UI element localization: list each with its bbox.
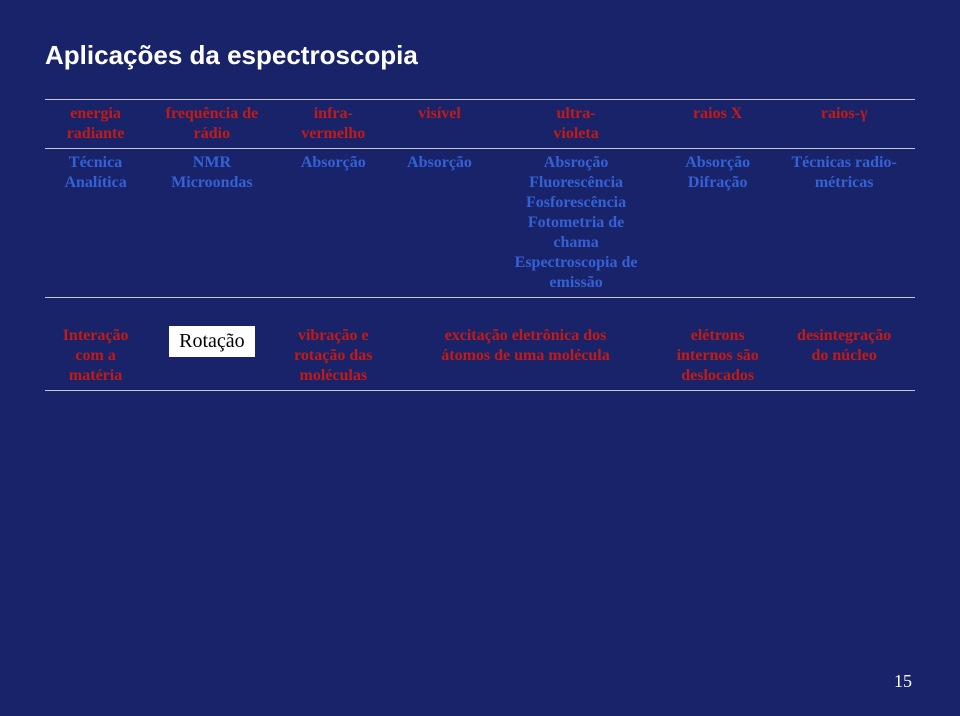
tec-radio-l2: Microondas: [171, 174, 252, 191]
int-vis-uv-l1: excitação eletrônica dos: [445, 327, 607, 344]
tec-visivel: Absorção: [389, 149, 490, 298]
interacao-row: Interação com a matéria Rotação vibração…: [45, 322, 915, 391]
int-vis-uv: excitação eletrônica dos átomos de uma m…: [389, 322, 662, 391]
int-gamma: desintegração do núcleo: [773, 322, 915, 391]
tec-label-l2: Analítica: [64, 174, 126, 191]
int-raiosx: elétrons internos são deslocados: [662, 322, 773, 391]
hdr-infra-l2: vermelho: [301, 125, 365, 142]
hdr-energia: energia radiante: [45, 100, 146, 149]
tec-uv-l5: chama: [553, 234, 598, 251]
hdr-uv-l2: violeta: [553, 125, 598, 142]
int-raiosx-l1: elétrons: [691, 327, 745, 344]
hdr-raiosx: raios X: [662, 100, 773, 149]
tec-infra: Absorção: [278, 149, 389, 298]
hdr-radio: frequência de rádio: [146, 100, 278, 149]
tecnica-row: Técnica Analítica NMR Microondas Absorçã…: [45, 149, 915, 298]
slide-title: Aplicações da espectroscopia: [45, 40, 915, 71]
tec-label-l1: Técnica: [69, 154, 122, 171]
hdr-visivel: visível: [389, 100, 490, 149]
hdr-uv-l1: ultra-: [557, 105, 596, 122]
hdr-energia-l2: radiante: [67, 125, 125, 142]
int-vis-uv-l2: átomos de uma molécula: [441, 347, 609, 364]
tec-gamma-l2: métricas: [815, 174, 874, 191]
rotacao-box: Rotação: [169, 326, 255, 357]
hdr-infra-l1: infra-: [314, 105, 353, 122]
tec-uv-l4: Fotometria de: [528, 214, 624, 231]
tec-uv-l3: Fosforescência: [526, 194, 626, 211]
hdr-radio-l1: frequência de: [166, 105, 259, 122]
int-infra-l3: moléculas: [300, 367, 368, 384]
int-infra-l2: rotação das: [294, 347, 372, 364]
int-raiosx-l3: deslocados: [681, 367, 754, 384]
tec-raiosx-l2: Difração: [688, 174, 748, 191]
header-row: energia radiante frequência de rádio inf…: [45, 100, 915, 149]
spacer-row: [45, 298, 915, 322]
page-number: 15: [894, 671, 912, 692]
tec-uv-l7: emissão: [549, 274, 602, 291]
int-radio: Rotação: [146, 322, 278, 391]
tec-gamma: Técnicas radio- métricas: [773, 149, 915, 298]
int-label: Interação com a matéria: [45, 322, 146, 391]
tec-uv: Absroção Fluorescência Fosforescência Fo…: [490, 149, 662, 298]
hdr-uv: ultra- violeta: [490, 100, 662, 149]
int-label-l2: com a: [75, 347, 115, 364]
spectroscopy-table: energia radiante frequência de rádio inf…: [45, 99, 915, 391]
tec-gamma-l1: Técnicas radio-: [791, 154, 896, 171]
int-infra: vibração e rotação das moléculas: [278, 322, 389, 391]
tec-uv-l2: Fluorescência: [529, 174, 623, 191]
hdr-energia-l1: energia: [70, 105, 121, 122]
hdr-infra: infra- vermelho: [278, 100, 389, 149]
tec-raiosx-l1: Absorção: [685, 154, 750, 171]
int-raiosx-l2: internos são: [677, 347, 759, 364]
tec-radio-l1: NMR: [193, 154, 231, 171]
tec-label: Técnica Analítica: [45, 149, 146, 298]
tec-uv-l6: Espectroscopia de: [515, 254, 638, 271]
tec-raiosx: Absorção Difração: [662, 149, 773, 298]
int-label-l3: matéria: [69, 367, 122, 384]
int-infra-l1: vibração e: [298, 327, 369, 344]
hdr-radio-l2: rádio: [194, 125, 230, 142]
tec-radio: NMR Microondas: [146, 149, 278, 298]
int-gamma-l2: do núcleo: [811, 347, 876, 364]
tec-uv-l1: Absroção: [544, 154, 609, 171]
int-label-l1: Interação: [63, 327, 129, 344]
hdr-raios-gamma: raios-γ: [773, 100, 915, 149]
int-gamma-l1: desintegração: [797, 327, 891, 344]
